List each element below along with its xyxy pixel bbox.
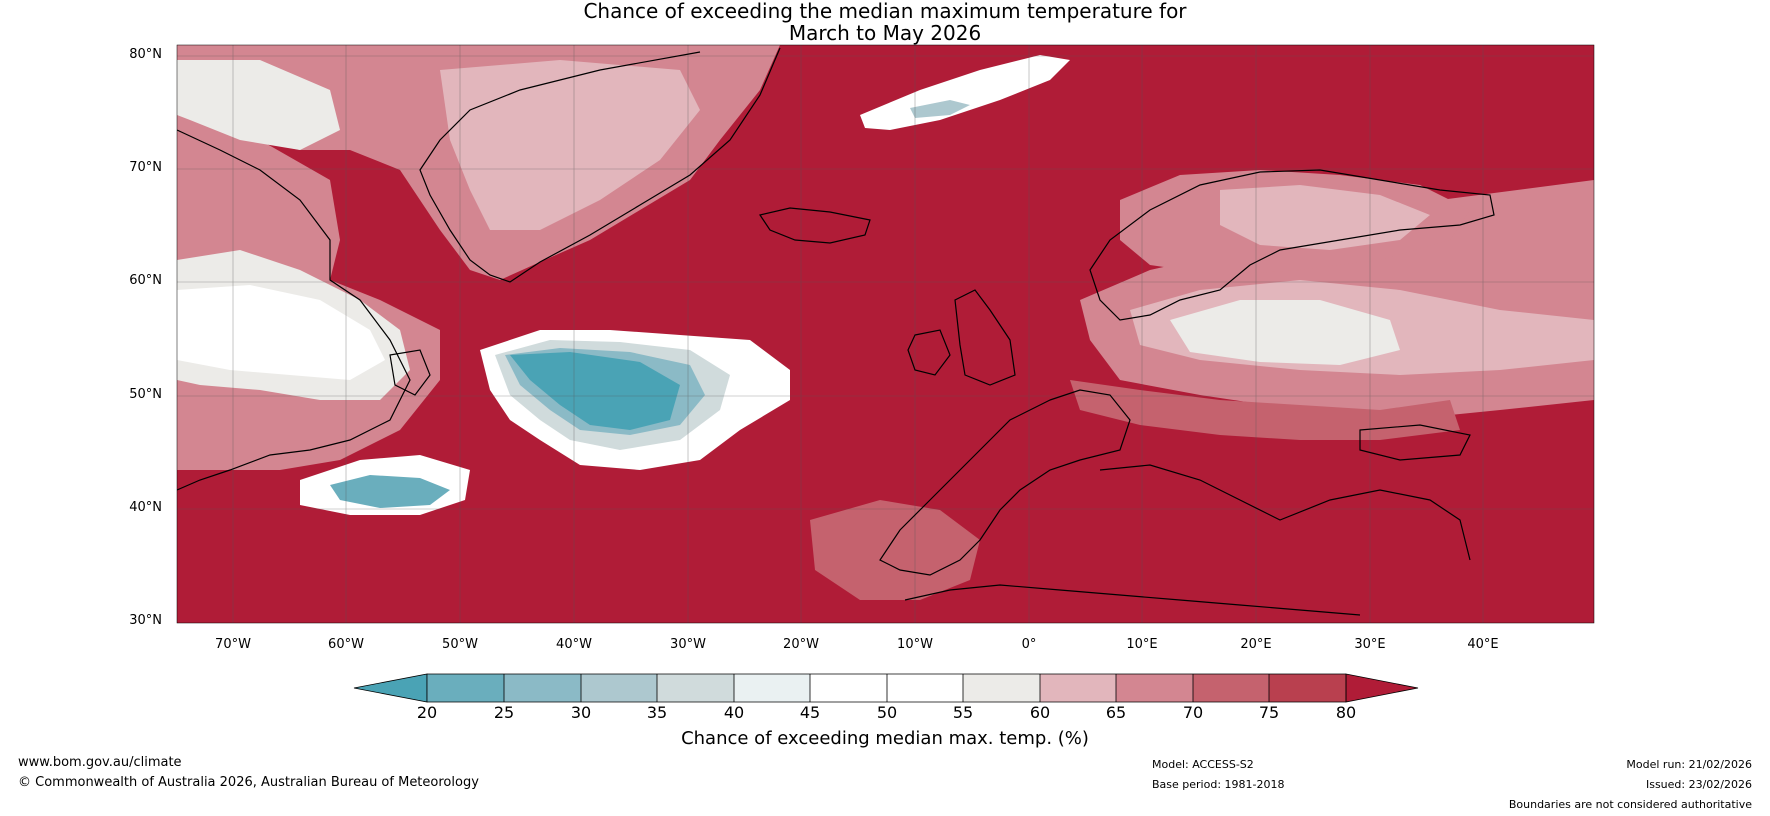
coast-africa (904, 584, 1361, 616)
lon-label: 10°W (897, 637, 933, 652)
lon-label: 40°W (556, 637, 592, 652)
coast-uk (954, 289, 1016, 386)
field-iberia-pink (810, 500, 980, 600)
lon-label: 30°E (1354, 637, 1386, 652)
lat-label: 50°N (129, 387, 162, 402)
field-ns-teal (330, 475, 450, 508)
footer-model-run: Model run: 21/02/2026 (1626, 758, 1752, 771)
coastlines (177, 47, 1495, 616)
coast-mediterranean (1099, 464, 1471, 561)
colorbar-extend-low (353, 673, 428, 703)
lat-label: 30°N (129, 613, 162, 628)
colorbar-bin (1116, 674, 1193, 702)
coast-scandinavia (1089, 169, 1495, 321)
colorbar-extend-high (1345, 673, 1419, 703)
colorbar-tick: 55 (952, 703, 974, 722)
field-northcanada-neutral (177, 60, 340, 150)
colorbar-bin (1269, 674, 1346, 702)
footer-disclaimer: Boundaries are not considered authoritat… (1508, 798, 1752, 811)
colorbar-tick: 30 (570, 703, 592, 722)
lon-label: 30°W (670, 637, 706, 652)
colorbar-label: Chance of exceeding median max. temp. (%… (681, 728, 1089, 749)
colorbar-bin (581, 674, 657, 702)
field-greenland-light (440, 60, 700, 230)
colorbar-bin (504, 674, 581, 702)
colorbar-tick: 20 (416, 703, 438, 722)
footer-issued: Issued: 23/02/2026 (1645, 778, 1752, 791)
colorbar-tick: 50 (876, 703, 898, 722)
colorbar-tick: 60 (1029, 703, 1051, 722)
coast-canada (177, 129, 411, 491)
colorbar-bin (887, 674, 963, 702)
colorbar-tick: 75 (1258, 703, 1280, 722)
colorbar-bin (427, 674, 504, 702)
colorbar-tick: 45 (799, 703, 821, 722)
colorbar-tick: 80 (1335, 703, 1357, 722)
lon-label: 10°E (1126, 637, 1158, 652)
lon-label: 0° (1021, 637, 1037, 652)
map-title-line1: Chance of exceeding the median maximum t… (583, 0, 1187, 23)
colorbar-tick: 70 (1182, 703, 1204, 722)
graticule (177, 45, 1594, 623)
footer-url[interactable]: www.bom.gov.au/climate (18, 755, 182, 770)
coast-ireland (907, 329, 951, 376)
coast-europe (879, 389, 1131, 576)
colorbar-bin (1193, 674, 1269, 702)
lat-label: 40°N (129, 500, 162, 515)
lon-label: 20°W (783, 637, 819, 652)
lat-label: 60°N (129, 273, 162, 288)
field-atlantic-teal (510, 352, 680, 430)
footer-copyright: © Commonwealth of Australia 2026, Austra… (18, 775, 479, 790)
coast-newfoundland (389, 349, 431, 396)
lon-label: 60°W (328, 637, 364, 652)
map-title-line2: March to May 2026 (788, 21, 982, 45)
field-svalbard-blue (910, 100, 970, 118)
colorbar-bin (657, 674, 734, 702)
colorbar-dividers (426, 673, 1347, 703)
lon-label: 20°E (1240, 637, 1272, 652)
colorbar-bin (810, 674, 887, 702)
coast-blacksea (1359, 424, 1471, 461)
lon-label: 40°E (1467, 637, 1499, 652)
map-frame (176, 44, 1595, 624)
lon-label: 70°W (215, 637, 251, 652)
colorbar (353, 673, 1419, 703)
colorbar-bin (963, 674, 1040, 702)
colorbar-bin (734, 674, 810, 702)
lat-label: 70°N (129, 160, 162, 175)
coast-greenland (419, 47, 781, 283)
colorbar-tick: 35 (646, 703, 668, 722)
field-labrador-white (177, 285, 385, 380)
footer-model: Model: ACCESS-S2 (1152, 758, 1254, 771)
lon-label: 50°W (442, 637, 478, 652)
footer-base-period: Base period: 1981-2018 (1152, 778, 1285, 791)
colorbar-bin (1040, 674, 1116, 702)
colorbar-tick: 65 (1105, 703, 1127, 722)
colorbar-tick: 25 (493, 703, 515, 722)
coast-iceland (759, 207, 871, 244)
probability-field (177, 45, 1594, 623)
lat-label: 80°N (129, 47, 162, 62)
field-europe-red (1070, 380, 1460, 440)
colorbar-tick: 40 (723, 703, 745, 722)
field-belarus-neutral (1170, 300, 1400, 365)
